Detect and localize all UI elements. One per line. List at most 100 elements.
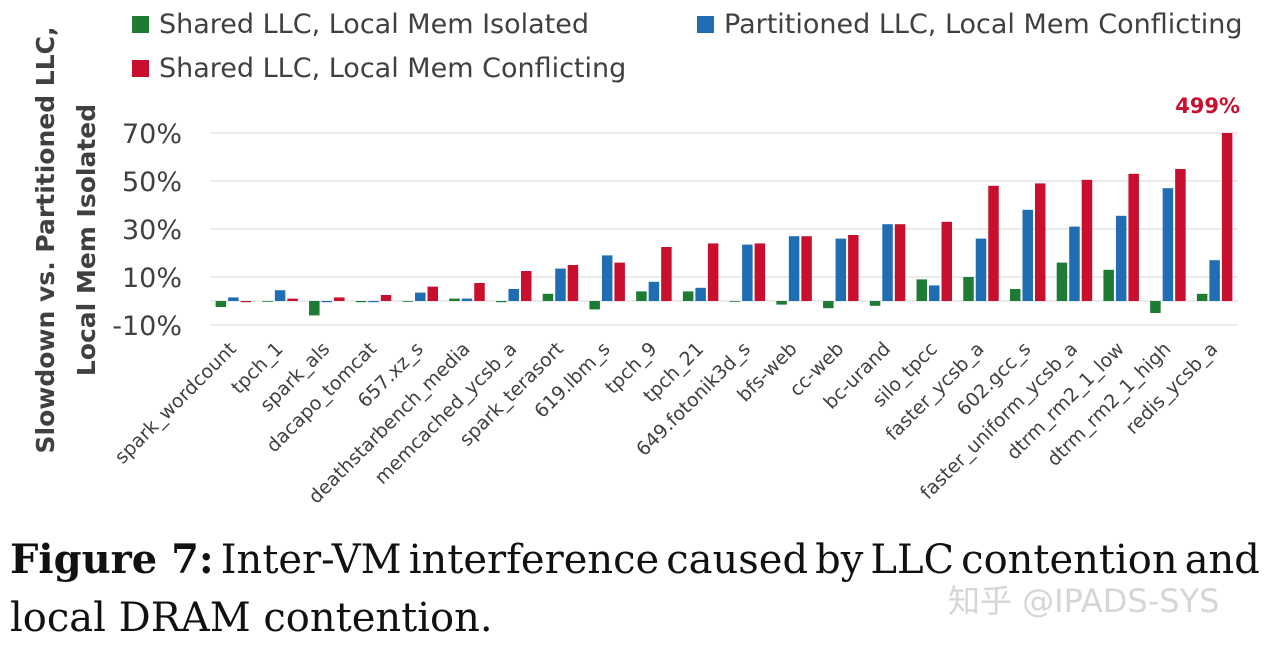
y-tick-label: 50% [122,167,182,198]
bar-faster_ycsb_a-s1 [963,277,974,301]
bar-649.fotonik3d_s-s1 [729,301,741,302]
bar-dtrm_rm2_1_low-s1 [1103,269,1114,301]
y-axis-label-line-2: Local Mem Isolated [72,104,101,376]
bar-tpch_1-s1 [262,301,273,302]
bar-memcached_ycsb_a-s3 [520,271,532,301]
legend-label: Shared LLC, Local Mem Conflicting [159,53,626,84]
bar-faster_uniform_ycsb_a-s2 [1069,226,1080,301]
bar-cc-web-s2 [835,238,847,301]
bar-649.fotonik3d_s-s2 [742,244,753,301]
x-tick-label: spark_wordcount [111,338,241,468]
bar-dacapo_tomcat-s3 [380,295,392,301]
bar-memcached_ycsb_a-s1 [495,301,507,303]
bar-bc-urand-s2 [882,224,893,301]
bar-602.gcc_s-s3 [1034,183,1046,301]
bar-619.lbm_s-s2 [601,255,613,301]
bar-spark_terasort-s2 [555,268,566,301]
y-tick-label: 70% [122,119,182,150]
bar-tpch_1-s3 [287,298,298,301]
caption-word: by [815,537,864,583]
y-axis-label-line-1: Slowdown vs. Partitioned LLC, [31,26,60,453]
y-axis-label: Slowdown vs. Partitioned LLC, Local Mem I… [31,26,101,453]
bar-tpch_9-s1 [636,291,647,301]
bar-memcached_ycsb_a-s2 [508,289,519,301]
bar-annotation: 499% [1175,94,1240,118]
bar-spark_terasort-s1 [542,293,554,301]
y-tick-label: 30% [122,215,182,246]
bar-619.lbm_s-s3 [614,262,625,301]
bar-tpch_21-s1 [682,291,694,301]
y-tick-label: 10% [122,263,182,294]
bar-649.fotonik3d_s-s3 [754,243,766,301]
legend-label: Shared LLC, Local Mem Isolated [159,9,589,40]
bar-bfs-web-s2 [788,236,800,301]
bar-deathstarbench_media-s1 [449,298,460,301]
bar-bc-urand-s1 [869,301,881,306]
legend-label: Partitioned LLC, Local Mem Conflicting [724,9,1242,40]
bar-dacapo_tomcat-s1 [355,301,367,303]
bar-tpch_9-s3 [661,247,672,301]
caption-label: Figure 7: [10,536,214,583]
bar-tpch_21-s2 [695,287,706,301]
bar-spark_als-s1 [309,301,320,316]
bar-602.gcc_s-s1 [1009,289,1021,301]
bar-faster_uniform_ycsb_a-s3 [1081,179,1093,301]
caption-word: and [1184,537,1260,583]
watermark: 知乎 @IPADS-SYS [948,582,1220,620]
caption-line-1: Figure 7: Inter-VM interference caused by LL… [10,534,1260,586]
legend-swatch [697,16,714,33]
bar-silo_tpcc-s1 [916,279,928,301]
legend-swatch [132,60,149,77]
bar-spark_als-s3 [334,297,345,301]
bars [215,133,1233,316]
caption-word: caused [666,537,809,583]
bar-cc-web-s1 [823,301,834,309]
caption-line-2: local DRAM contention. [10,595,493,641]
bar-dtrm_rm2_1_high-s3 [1175,169,1186,301]
bar-tpch_21-s3 [707,243,719,301]
annotations: 499% [1175,94,1240,118]
bar-deathstarbench_media-s3 [474,283,485,301]
bar-657.xz_s-s2 [415,292,426,301]
caption-word: LLC [870,537,955,583]
bar-faster_uniform_ycsb_a-s1 [1056,262,1068,301]
bar-dacapo_tomcat-s2 [368,301,379,303]
bar-tpch_1-s2 [274,290,286,301]
bar-657.xz_s-s3 [427,286,439,301]
bar-657.xz_s-s1 [402,301,414,302]
bar-619.lbm_s-s1 [589,301,600,310]
bar-dtrm_rm2_1_high-s1 [1150,301,1161,313]
caption-word: contention [961,537,1178,583]
bar-bfs-web-s3 [801,236,812,301]
y-tick-label: -10% [112,311,182,342]
bar-bfs-web-s1 [776,301,787,305]
legend-swatch [132,16,149,33]
bar-deathstarbench_media-s2 [461,298,473,301]
bar-redis_ycsb_a-s2 [1209,260,1220,301]
y-axis-ticks: 70% 50% 30% 10% -10% [112,119,182,342]
bar-faster_ycsb_a-s3 [988,185,999,301]
bar-dtrm_rm2_1_low-s3 [1128,173,1139,301]
bar-spark_wordcount-s1 [215,301,227,307]
caption-word: interference [408,537,660,583]
bar-silo_tpcc-s3 [941,221,953,301]
bar-redis_ycsb_a-s3 [1221,133,1233,301]
bar-bc-urand-s3 [894,224,906,301]
bar-spark_terasort-s3 [567,265,579,301]
bar-tpch_9-s2 [648,281,660,301]
bar-cc-web-s3 [848,235,859,301]
bar-dtrm_rm2_1_low-s2 [1115,215,1127,301]
bar-spark_wordcount-s2 [228,297,239,301]
chart-legend: Shared LLC, Local Mem Isolated Partitione… [132,9,1242,84]
bar-dtrm_rm2_1_high-s2 [1162,188,1174,301]
bar-spark_wordcount-s3 [240,301,252,303]
caption-word: Inter-VM [220,537,402,583]
bar-spark_als-s2 [321,301,333,303]
bar-silo_tpcc-s2 [929,285,940,301]
x-axis-labels: spark_wordcounttpch_1spark_alsdacapo_tom… [111,338,1223,508]
bar-602.gcc_s-s2 [1022,209,1033,301]
bar-chart: Shared LLC, Local Mem Isolated Partitione… [31,9,1242,508]
bar-redis_ycsb_a-s1 [1196,293,1208,301]
bar-faster_ycsb_a-s2 [975,238,987,301]
